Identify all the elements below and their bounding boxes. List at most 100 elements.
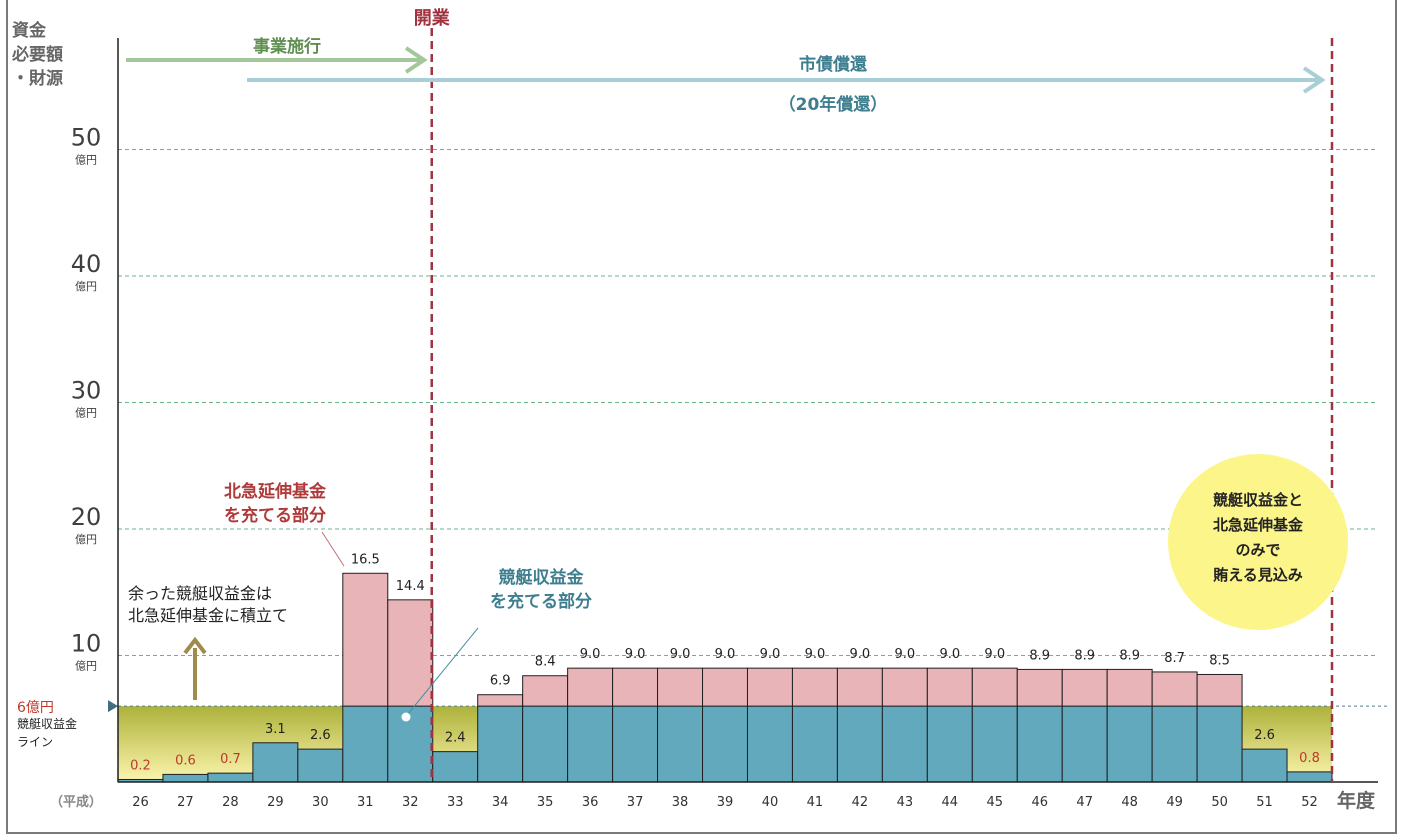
bar-segment-kyotei — [702, 705, 748, 783]
x-tick-label: 51 — [1256, 795, 1273, 810]
bar-segment-hokkyu — [746, 667, 793, 707]
x-tick-label: 37 — [627, 795, 644, 810]
data-label: 9.0 — [850, 647, 871, 662]
bar-segment-hokkyu — [836, 667, 883, 707]
y-tick-unit: 億円 — [75, 407, 97, 420]
bar-segment-hokkyu — [1151, 671, 1198, 707]
y-tick-label: 40 — [71, 250, 102, 278]
data-label: 9.0 — [760, 647, 781, 662]
y-axis-label: 必要額 — [11, 44, 63, 65]
x-prefix: （平成） — [50, 794, 102, 810]
surplus-arrow-head — [183, 636, 207, 655]
data-label: 8.4 — [535, 655, 556, 670]
bar-segment-hokkyu — [1196, 673, 1243, 707]
band-label: ライン — [17, 735, 53, 749]
bar-segment-hokkyu — [1061, 668, 1108, 707]
x-tick-label: 38 — [672, 795, 689, 810]
y-tick-label: 30 — [71, 377, 102, 405]
repayment-arrow-head — [1302, 66, 1326, 94]
data-label: 9.0 — [895, 647, 916, 662]
data-label: 9.0 — [984, 647, 1005, 662]
bar-segment-kyotei — [1106, 705, 1153, 783]
x-tick-label: 45 — [987, 795, 1004, 810]
y-tick-unit: 億円 — [75, 533, 97, 546]
x-tick-label: 32 — [402, 795, 419, 810]
bar-segment-kyotei — [207, 772, 254, 783]
construction-arrow-head — [404, 46, 428, 74]
data-label: 2.6 — [310, 728, 331, 743]
x-tick-label: 33 — [447, 795, 464, 810]
kyotei-annotation: 競艇収益金 — [499, 567, 585, 588]
data-label: 16.5 — [351, 552, 380, 567]
hokkyu-pointer — [321, 531, 345, 567]
y-tick-unit: 億円 — [75, 154, 97, 167]
band-label: 競艇収益金 — [17, 716, 77, 731]
bar-segment-kyotei — [342, 705, 389, 783]
y-tick-label: 50 — [71, 124, 102, 152]
kyotei-annotation: を充てる部分 — [490, 591, 592, 612]
x-tick-label: 30 — [312, 795, 329, 810]
repayment-sublabel: （20年償還） — [779, 94, 888, 115]
bar-segment-hokkyu — [791, 667, 838, 707]
bar-segment-kyotei — [791, 705, 838, 783]
data-label: 3.1 — [265, 722, 286, 737]
construction-label: 事業施行 — [253, 36, 321, 57]
kyotei-pointer-dot — [401, 712, 411, 722]
summary-circle — [1168, 454, 1348, 630]
x-tick-label: 52 — [1301, 795, 1318, 810]
bar-segment-kyotei — [477, 705, 524, 783]
y-axis-label: 資金 — [12, 20, 47, 41]
x-tick-label: 28 — [222, 795, 239, 810]
x-tick-label: 31 — [357, 795, 374, 810]
x-tick-label: 36 — [582, 795, 599, 810]
bar-segment-kyotei — [657, 705, 704, 783]
threshold-marker-icon — [108, 700, 118, 713]
bar-segment-hokkyu — [881, 667, 928, 707]
bar-segment-kyotei — [162, 773, 209, 783]
bar-segment-kyotei — [387, 705, 434, 783]
bar-segment-hokkyu — [477, 694, 524, 707]
data-label: 8.5 — [1209, 653, 1230, 668]
bar-segment-kyotei — [297, 748, 344, 783]
x-tick-label: 40 — [762, 795, 779, 810]
data-label: 0.2 — [130, 758, 151, 773]
data-label: 9.0 — [715, 647, 736, 662]
hokkyu-annotation: を充てる部分 — [224, 505, 326, 526]
bar-segment-hokkyu — [971, 667, 1018, 707]
x-tick-label: 49 — [1166, 795, 1183, 810]
bar-segment-hokkyu — [657, 667, 704, 707]
kyotei-pointer — [407, 627, 479, 715]
bar-segment-kyotei — [252, 742, 299, 783]
chart-frame — [6, 0, 1397, 834]
bar-segment-kyotei — [836, 705, 883, 783]
x-tick-label: 42 — [852, 795, 869, 810]
repayment-label: 市債償還 — [799, 54, 868, 75]
y-tick-unit: 億円 — [75, 280, 97, 293]
x-axis-label: 年度 — [1337, 789, 1376, 812]
bar-segment-hokkyu — [1106, 668, 1153, 707]
bar-segment-hokkyu — [567, 667, 614, 707]
bar-segment-kyotei — [1151, 705, 1198, 783]
data-label: 8.7 — [1164, 651, 1185, 666]
bar-segment-kyotei — [1016, 705, 1063, 783]
bar-segment-kyotei — [926, 705, 973, 783]
summary-text: 賄える見込み — [1213, 566, 1303, 584]
data-label: 8.9 — [1074, 648, 1095, 663]
x-tick-label: 29 — [267, 795, 284, 810]
x-tick-label: 46 — [1031, 795, 1048, 810]
bar-segment-hokkyu — [1016, 668, 1063, 707]
bar-segment-kyotei — [881, 705, 928, 783]
y-tick-label: 20 — [71, 503, 102, 531]
data-label: 9.0 — [805, 647, 826, 662]
bar-segment-kyotei — [1196, 705, 1243, 783]
x-tick-label: 34 — [492, 795, 509, 810]
summary-text: 競艇収益金と — [1213, 491, 1303, 509]
bar-segment-kyotei — [1241, 748, 1288, 783]
data-label: 14.4 — [396, 579, 425, 594]
x-tick-label: 43 — [897, 795, 914, 810]
x-tick-label: 26 — [132, 795, 149, 810]
bar-segment-kyotei — [1061, 705, 1108, 783]
bar-segment-kyotei — [1286, 771, 1333, 783]
data-label: 0.8 — [1299, 751, 1320, 766]
x-tick-label: 44 — [942, 795, 959, 810]
